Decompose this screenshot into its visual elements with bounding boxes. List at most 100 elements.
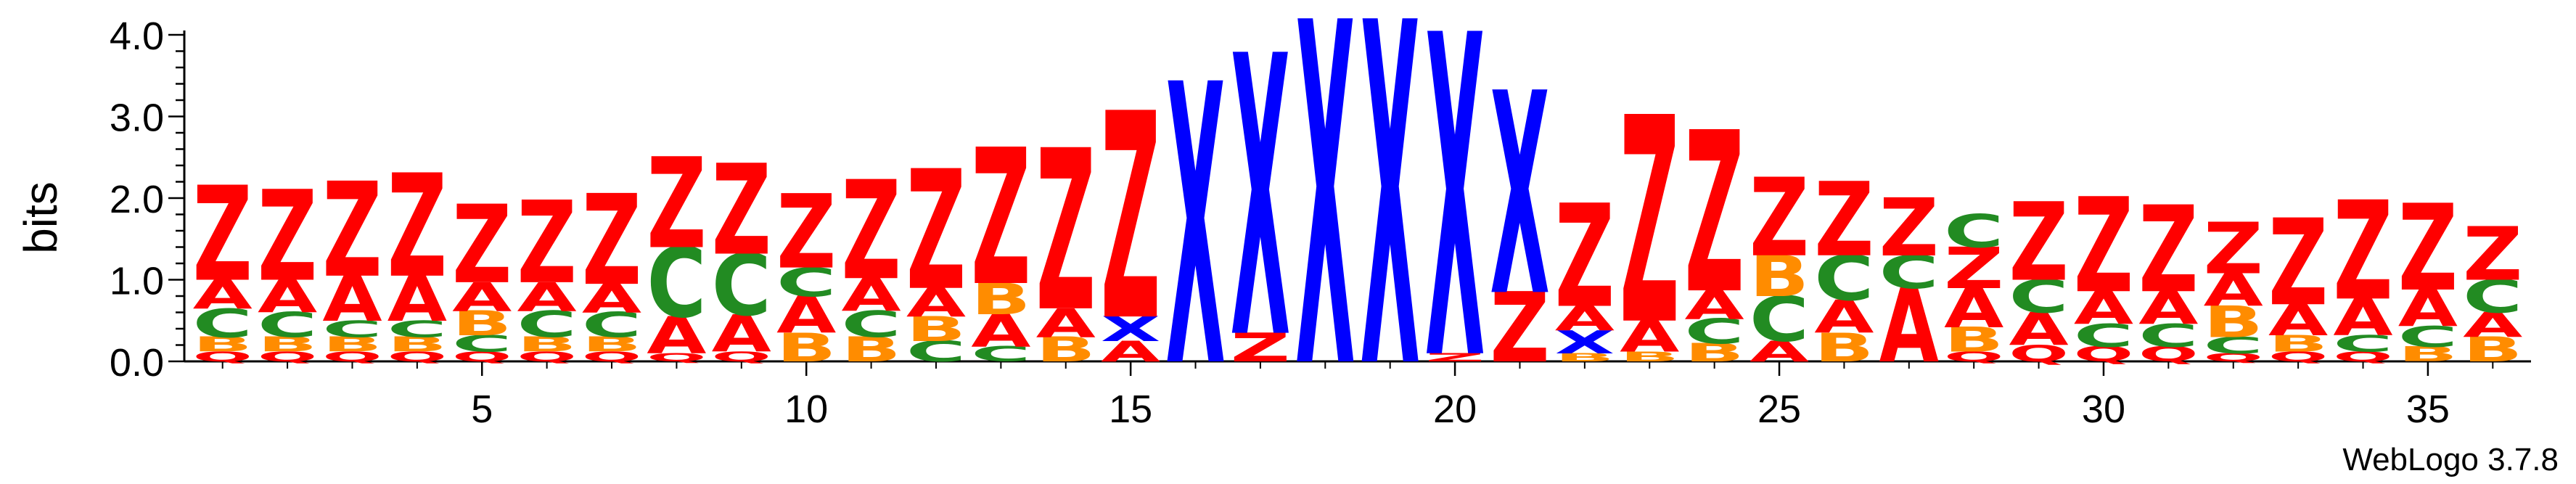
letter-A: A [387, 263, 447, 336]
letter-Z: Z [2333, 172, 2392, 331]
letter-Z: Z [2398, 180, 2458, 319]
letter-Q: Q [517, 349, 577, 365]
letter-Z: Z [452, 183, 512, 308]
letter-C: C [1944, 205, 2003, 258]
letter-X: X [1101, 310, 1160, 349]
letter-C: C [776, 259, 836, 305]
letter-Q: Q [582, 349, 641, 365]
letter-C: C [452, 331, 512, 357]
logo-stack-16: X [1165, 4, 1225, 453]
letter-C: C [2463, 271, 2522, 323]
letter-Z: Z [906, 136, 966, 327]
letter-X: X [1425, 0, 1485, 459]
letter-A: A [1685, 282, 1744, 328]
letter-B: B [1036, 330, 1096, 370]
letter-A: A [452, 274, 512, 320]
letter-X: X [1490, 35, 1549, 358]
x-tick-label: 25 [1757, 387, 1801, 431]
letter-A: A [2333, 288, 2393, 348]
letter-C: C [2204, 332, 2263, 358]
letter-A: A [2138, 282, 2199, 335]
letter-C: C [841, 303, 901, 345]
letter-Z: Z [2138, 181, 2198, 320]
letter-A: A [1750, 335, 1809, 368]
letter-Q: Q [258, 349, 317, 365]
letter-B: B [322, 332, 382, 356]
letter-Q: Q [2138, 343, 2198, 366]
letter-Z: Z [1814, 161, 1874, 280]
letter-C: C [2138, 318, 2198, 355]
x-tick-label: 35 [2406, 387, 2450, 431]
y-tick-label: 0.0 [110, 341, 164, 385]
letter-B: B [582, 332, 641, 356]
y-tick-label: 1.0 [110, 260, 164, 303]
letter-A: A [906, 280, 966, 326]
letter-Z: Z [1555, 174, 1615, 339]
letter-Z: Z [841, 152, 901, 311]
letter-Q: Q [647, 351, 706, 364]
logo-stack-18: X [1295, 0, 1355, 473]
letter-C: C [2074, 318, 2133, 355]
letter-X: X [1231, 0, 1290, 424]
letter-C: C [647, 227, 706, 340]
y-tick-label: 3.0 [110, 97, 164, 140]
letter-B: B [193, 332, 253, 356]
letter-C: C [1685, 312, 1744, 352]
letter-Z: Z [2268, 194, 2328, 333]
letter-A: A [712, 305, 772, 364]
letter-Z: Z [2074, 171, 2133, 322]
letter-A: A [2074, 282, 2134, 335]
letter-A: A [193, 271, 253, 317]
letter-A: A [582, 276, 641, 321]
letter-X: X [1165, 4, 1225, 453]
letter-Z: Z [1944, 236, 2003, 302]
logo-stack-17: ZX [1231, 0, 1290, 424]
letter-Z: Z [1231, 324, 1290, 371]
logo-stack-14: BAZ [1036, 104, 1096, 369]
x-tick-label: 5 [471, 387, 493, 431]
letter-C: C [193, 300, 253, 346]
letter-C: C [387, 316, 447, 343]
letter-B: B [971, 274, 1030, 325]
letter-Q: Q [2204, 351, 2263, 364]
axes: 0.0 1.0 2.0 3.0 4.0 5 10 15 20 25 30 35 [110, 15, 2531, 431]
letter-Z: Z [712, 139, 771, 283]
letter-C: C [258, 305, 317, 345]
letter-Q: Q [322, 349, 382, 365]
letter-Z: Z [647, 132, 706, 276]
logo-stack-20: ZX [1425, 0, 1485, 459]
letter-A: A [2009, 303, 2069, 356]
logo-stack-19: X [1361, 0, 1420, 473]
logo-stack-23: BAZ [1620, 57, 1680, 387]
letter-B: B [2268, 330, 2328, 357]
letter-Z: Z [1685, 86, 1744, 343]
weblogo-credit: WebLogo 3.7.8 [2342, 442, 2559, 477]
letter-Z: Z [517, 178, 577, 310]
letter-Z: Z [322, 156, 382, 307]
letter-B: B [258, 332, 317, 356]
letter-B: B [1750, 245, 1809, 310]
letter-A: A [1620, 312, 1680, 362]
letter-C: C [2009, 271, 2068, 323]
letter-Z: Z [193, 160, 253, 311]
letter-A: A [1944, 276, 2003, 340]
letter-A: A [1555, 299, 1615, 338]
letter-A: A [971, 305, 1031, 358]
letter-Z: Z [582, 169, 641, 313]
letter-Q: Q [387, 349, 447, 365]
letter-B: B [387, 332, 447, 356]
letter-Z: Z [2009, 180, 2068, 305]
letter-A: A [1879, 267, 1939, 386]
